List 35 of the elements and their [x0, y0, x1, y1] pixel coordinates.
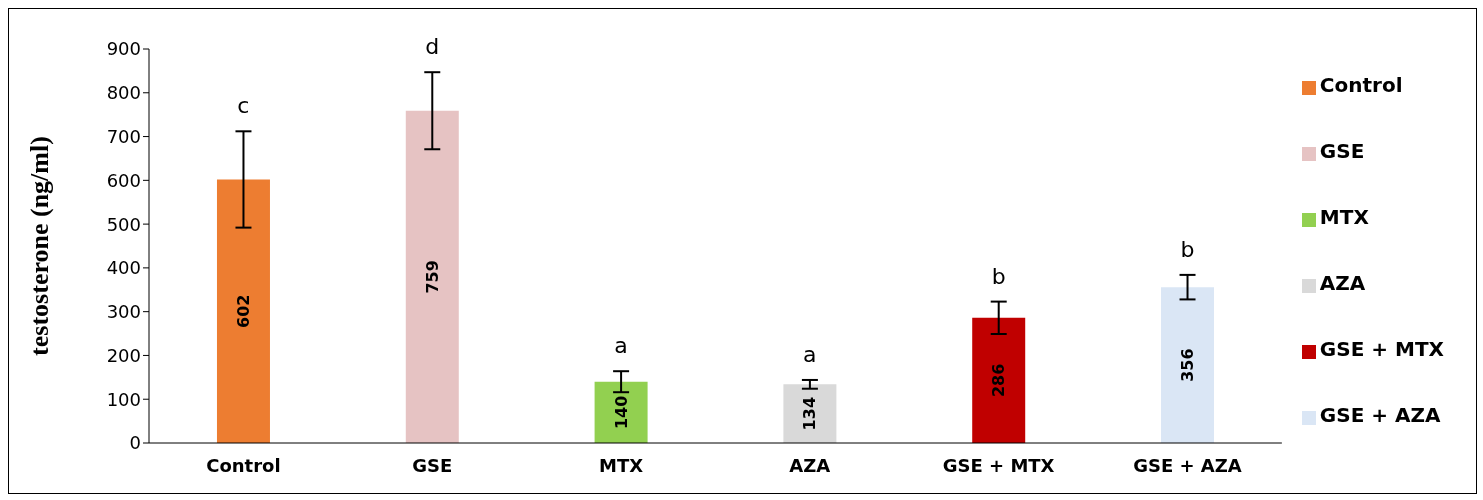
y-tick-label: 900 — [106, 38, 141, 60]
x-tick-label: Control — [206, 454, 281, 476]
data-label: 759 — [422, 260, 442, 294]
legend-label: GSE + AZA — [1319, 403, 1441, 427]
y-tick-label: 500 — [106, 213, 141, 235]
y-tick-label: 600 — [106, 169, 141, 191]
legend-label: MTX — [1319, 205, 1369, 229]
data-label: 602 — [233, 294, 253, 328]
y-tick-label: 0 — [129, 432, 141, 454]
legend-label: GSE + MTX — [1319, 337, 1444, 361]
data-label: 140 — [611, 395, 631, 430]
x-tick-label: GSE — [412, 454, 453, 476]
x-tick-label: GSE + AZA — [1133, 454, 1242, 476]
y-tick-label: 100 — [106, 388, 141, 410]
y-axis-title: testosterone (ng/ml) — [25, 136, 55, 356]
y-tick-label: 300 — [106, 301, 141, 323]
legend-label: AZA — [1319, 271, 1366, 295]
y-tick-label: 800 — [106, 82, 141, 104]
annotation: b — [1180, 236, 1195, 262]
x-tick-label: GSE + MTX — [942, 454, 1055, 476]
annotation: c — [237, 93, 250, 119]
annotation: b — [991, 263, 1006, 289]
data-label: 286 — [989, 363, 1009, 398]
legend-label: Control — [1319, 73, 1403, 97]
y-tick-label: 200 — [106, 344, 141, 366]
y-tick-label: 400 — [106, 257, 141, 279]
annotation: a — [614, 333, 628, 359]
data-label: 134 — [800, 396, 820, 431]
x-tick-label: AZA — [789, 454, 831, 476]
y-tick-label: 700 — [106, 125, 141, 147]
annotation: d — [425, 34, 440, 60]
legend-label: GSE — [1319, 139, 1365, 163]
annotation: a — [803, 341, 817, 367]
x-tick-label: MTX — [598, 454, 644, 476]
data-label: 356 — [1178, 348, 1198, 382]
